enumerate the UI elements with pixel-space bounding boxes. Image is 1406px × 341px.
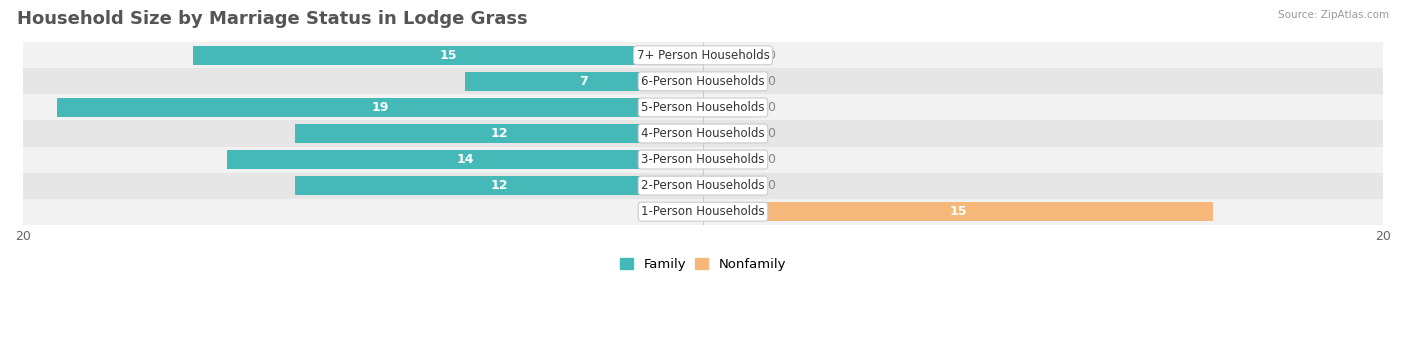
Bar xyxy=(295,176,703,195)
Text: 3-Person Households: 3-Person Households xyxy=(641,153,765,166)
Text: 14: 14 xyxy=(456,153,474,166)
Bar xyxy=(56,98,703,117)
Bar xyxy=(22,94,1384,120)
Text: 0: 0 xyxy=(768,75,776,88)
Text: 12: 12 xyxy=(491,127,508,140)
Bar xyxy=(22,42,1384,68)
Bar xyxy=(22,68,1384,94)
Text: 0: 0 xyxy=(768,153,776,166)
Bar xyxy=(22,173,1384,199)
Bar xyxy=(193,46,703,65)
Bar xyxy=(703,202,1213,221)
Bar xyxy=(703,72,754,91)
Text: 0: 0 xyxy=(768,179,776,192)
Text: 15: 15 xyxy=(439,49,457,62)
Bar xyxy=(703,98,754,117)
Text: 5-Person Households: 5-Person Households xyxy=(641,101,765,114)
Text: 2-Person Households: 2-Person Households xyxy=(641,179,765,192)
Text: 7+ Person Households: 7+ Person Households xyxy=(637,49,769,62)
Text: 19: 19 xyxy=(371,101,388,114)
Bar xyxy=(22,199,1384,225)
Text: 0: 0 xyxy=(678,205,686,218)
Text: 15: 15 xyxy=(949,205,967,218)
Text: 0: 0 xyxy=(768,127,776,140)
Text: 0: 0 xyxy=(768,49,776,62)
Text: 0: 0 xyxy=(768,101,776,114)
Text: 7: 7 xyxy=(579,75,588,88)
Bar xyxy=(22,147,1384,173)
Text: 6-Person Households: 6-Person Households xyxy=(641,75,765,88)
Bar xyxy=(226,150,703,169)
Bar xyxy=(295,124,703,143)
Legend: Family, Nonfamily: Family, Nonfamily xyxy=(614,253,792,277)
Text: 12: 12 xyxy=(491,179,508,192)
Bar xyxy=(703,150,754,169)
Bar xyxy=(703,176,754,195)
Bar xyxy=(703,46,754,65)
Text: 1-Person Households: 1-Person Households xyxy=(641,205,765,218)
Text: 4-Person Households: 4-Person Households xyxy=(641,127,765,140)
Bar xyxy=(703,124,754,143)
Text: Household Size by Marriage Status in Lodge Grass: Household Size by Marriage Status in Lod… xyxy=(17,10,527,28)
Bar xyxy=(22,120,1384,147)
Text: Source: ZipAtlas.com: Source: ZipAtlas.com xyxy=(1278,10,1389,20)
Bar xyxy=(465,72,703,91)
